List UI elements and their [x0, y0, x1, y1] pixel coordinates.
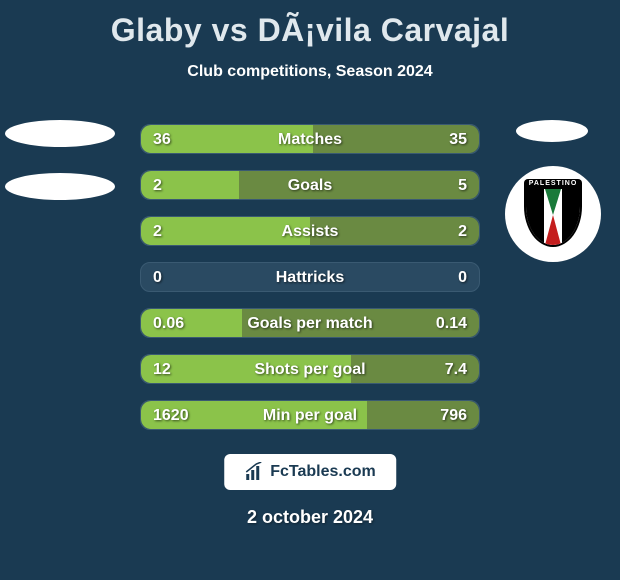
stat-label: Assists [141, 217, 479, 246]
stat-value-right: 0 [458, 263, 467, 292]
stat-label: Shots per goal [141, 355, 479, 384]
stat-label: Min per goal [141, 401, 479, 430]
stat-label: Hattricks [141, 263, 479, 292]
page-title: Glaby vs DÃ¡vila Carvajal [0, 0, 620, 49]
footer-badge[interactable]: FcTables.com [224, 454, 396, 490]
stat-row: 0 Hattricks 0 [140, 262, 480, 292]
player-left-avatar [5, 120, 115, 226]
stat-value-right: 2 [458, 217, 467, 246]
stat-label: Matches [141, 125, 479, 154]
stat-value-right: 5 [458, 171, 467, 200]
shield-icon: PALESTINO [524, 179, 582, 249]
stat-row: 2 Goals 5 [140, 170, 480, 200]
stat-row: 36 Matches 35 [140, 124, 480, 154]
badge-text: PALESTINO [524, 179, 582, 189]
stat-label: Goals [141, 171, 479, 200]
team-placeholder-icon [5, 173, 115, 200]
player-right-avatar: PALESTINO [500, 120, 610, 262]
stat-value-right: 0.14 [436, 309, 467, 338]
stat-value-right: 35 [449, 125, 467, 154]
subtitle: Club competitions, Season 2024 [0, 63, 620, 81]
stat-value-right: 7.4 [445, 355, 467, 384]
stats-container: 36 Matches 35 2 Goals 5 2 Assists 2 0 Ha… [140, 124, 480, 446]
stat-value-right: 796 [440, 401, 467, 430]
stat-row: 1620 Min per goal 796 [140, 400, 480, 430]
avatar-placeholder-icon [5, 120, 115, 147]
stat-row: 2 Assists 2 [140, 216, 480, 246]
chart-icon [244, 462, 264, 482]
stat-label: Goals per match [141, 309, 479, 338]
stat-row: 12 Shots per goal 7.4 [140, 354, 480, 384]
stat-row: 0.06 Goals per match 0.14 [140, 308, 480, 338]
team-badge-icon: PALESTINO [505, 166, 601, 262]
footer-text: FcTables.com [270, 463, 376, 481]
date-text: 2 october 2024 [0, 507, 620, 528]
avatar-placeholder-icon [516, 120, 588, 142]
